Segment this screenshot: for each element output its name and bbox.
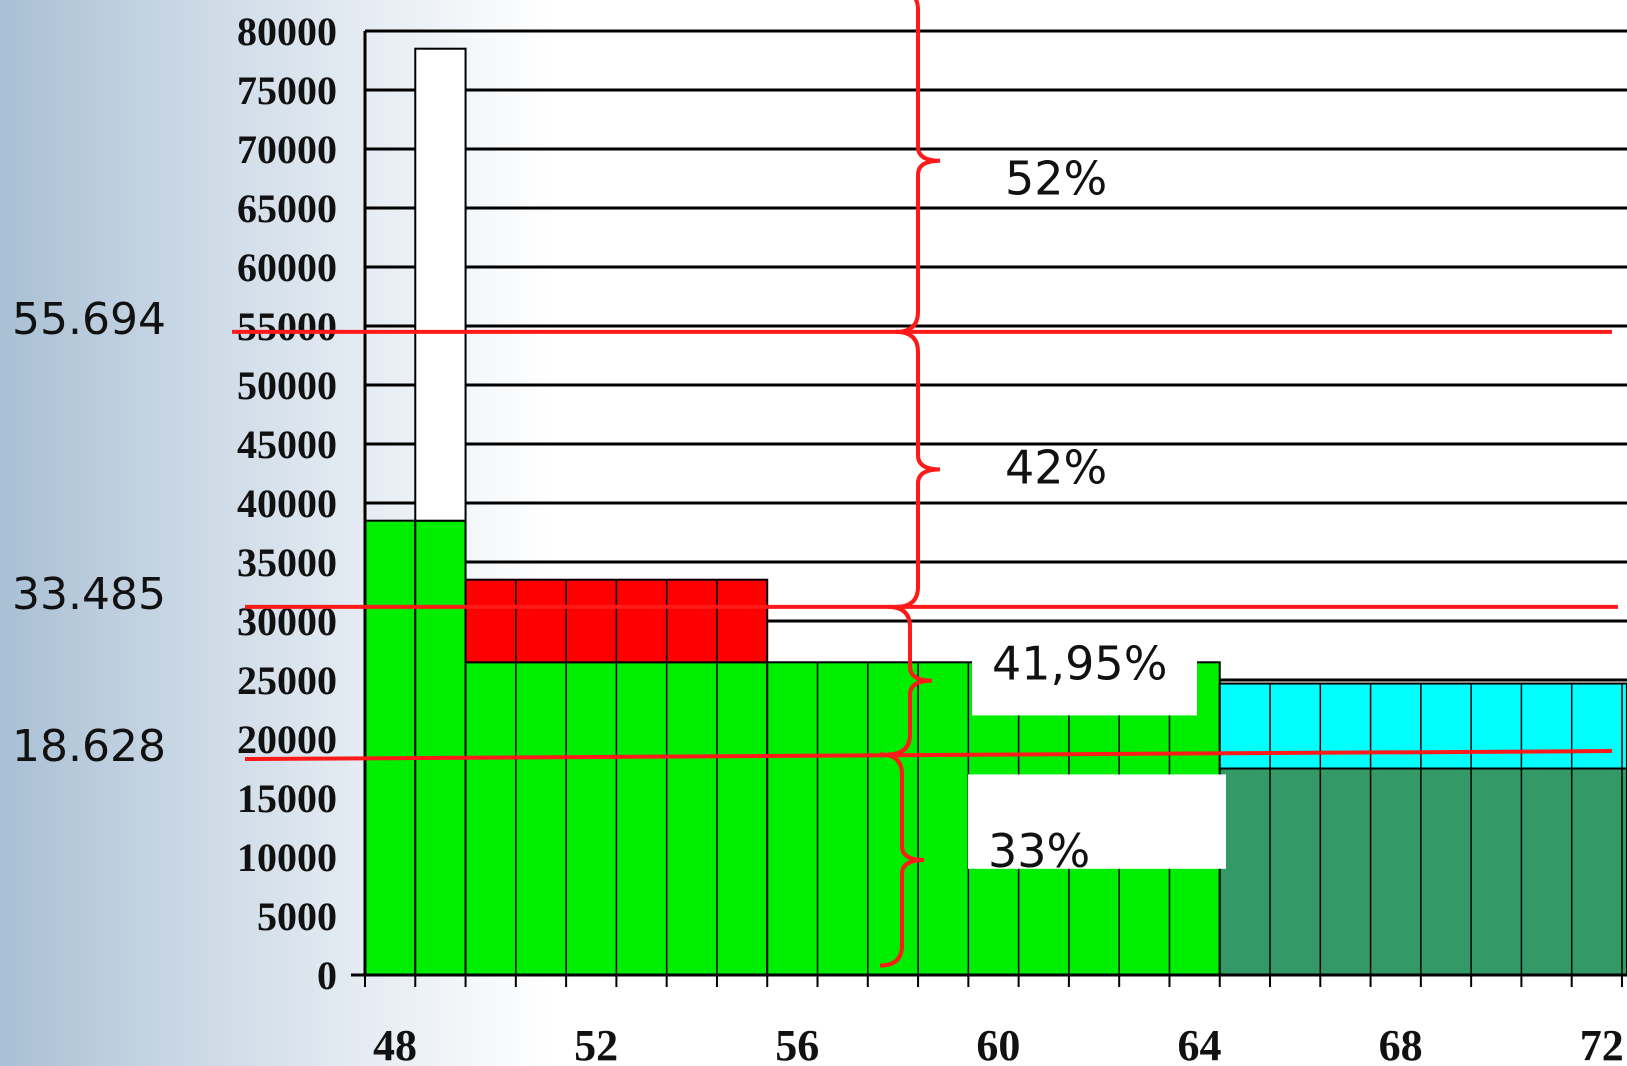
- reference-value-1: 33.485: [12, 569, 166, 620]
- y-tick-label-50000: 50000: [237, 363, 337, 408]
- braces: [879, 0, 941, 968]
- bars: [364, 47, 1627, 976]
- label-box-0: [985, 151, 1195, 206]
- x-tick-label-48: 48: [373, 1021, 417, 1066]
- y-tick-label-70000: 70000: [237, 127, 337, 172]
- brace-0: [895, 0, 941, 334]
- x-tick-label-68: 68: [1379, 1021, 1423, 1066]
- bar-4-segment-0: [1218, 767, 1627, 976]
- percent-label-3: 33%: [988, 824, 1090, 878]
- x-tick-label-56: 56: [775, 1021, 819, 1066]
- reference-value-2: 18.628: [12, 721, 166, 772]
- reference-line-2: [244, 749, 1613, 762]
- x-tick-label-52: 52: [574, 1021, 618, 1066]
- reference-value-0: 55.694: [12, 294, 166, 345]
- x-tick-label-72: 72: [1580, 1021, 1624, 1066]
- bar-4-segment-1: [1218, 682, 1627, 770]
- y-tick-label-15000: 15000: [237, 776, 337, 821]
- y-tick-label-5000: 5000: [257, 894, 337, 939]
- x-tick-labels: 48 52 56 60 64 68 72: [373, 1021, 1624, 1066]
- bar-1-segment-0: [414, 519, 467, 976]
- bar-1-segment-1: [414, 47, 467, 522]
- y-tick-label-40000: 40000: [237, 481, 337, 526]
- y-tick-label-60000: 60000: [237, 245, 337, 290]
- percent-label-2: 41,95%: [992, 636, 1167, 690]
- axes: [351, 31, 1627, 987]
- y-tick-label-75000: 75000: [237, 68, 337, 113]
- label-boxes: [968, 151, 1226, 869]
- y-tick-label-45000: 45000: [237, 422, 337, 467]
- percent-label-0: 52%: [1005, 152, 1107, 206]
- brace-1: [895, 329, 941, 609]
- brace-3: [879, 752, 925, 968]
- y-tick-label-65000: 65000: [237, 186, 337, 231]
- y-tick-label-0: 0: [317, 953, 337, 998]
- percent-label-1: 42%: [1005, 441, 1107, 495]
- label-box-3: [968, 774, 1226, 869]
- y-tick-label-25000: 25000: [237, 658, 337, 703]
- y-tick-label-80000: 80000: [237, 9, 337, 54]
- y-tick-label-55000: 55000: [237, 304, 337, 349]
- y-tick-label-10000: 10000: [237, 835, 337, 880]
- x-tick-label-60: 60: [976, 1021, 1020, 1066]
- label-box-2: [972, 639, 1197, 716]
- reference-lines: [232, 329, 1618, 762]
- y-tick-label-35000: 35000: [237, 540, 337, 585]
- y-tick-labels: 0500010000150002000025000300003500040000…: [237, 9, 337, 998]
- y-tick-label-20000: 20000: [237, 717, 337, 762]
- x-tick-label-64: 64: [1177, 1021, 1221, 1066]
- brace-2: [887, 604, 933, 757]
- bar-0-segment-0: [364, 519, 417, 976]
- percent-labels: 52% 42% 41,95% 33%: [988, 152, 1167, 879]
- reference-values: 55.694 33.485 18.628: [12, 294, 166, 772]
- label-box-1: [985, 446, 1195, 501]
